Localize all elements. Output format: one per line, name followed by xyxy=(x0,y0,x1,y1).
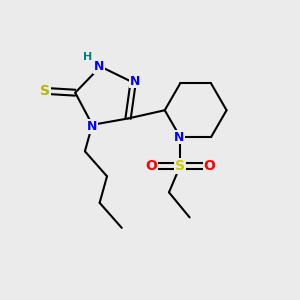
Text: H: H xyxy=(83,52,93,62)
Text: N: N xyxy=(94,60,104,73)
Text: N: N xyxy=(86,120,97,133)
Text: N: N xyxy=(130,74,141,88)
Text: O: O xyxy=(204,159,216,173)
Text: O: O xyxy=(145,159,157,173)
Text: S: S xyxy=(175,159,185,173)
Text: N: N xyxy=(173,130,184,143)
Text: S: S xyxy=(40,84,50,98)
